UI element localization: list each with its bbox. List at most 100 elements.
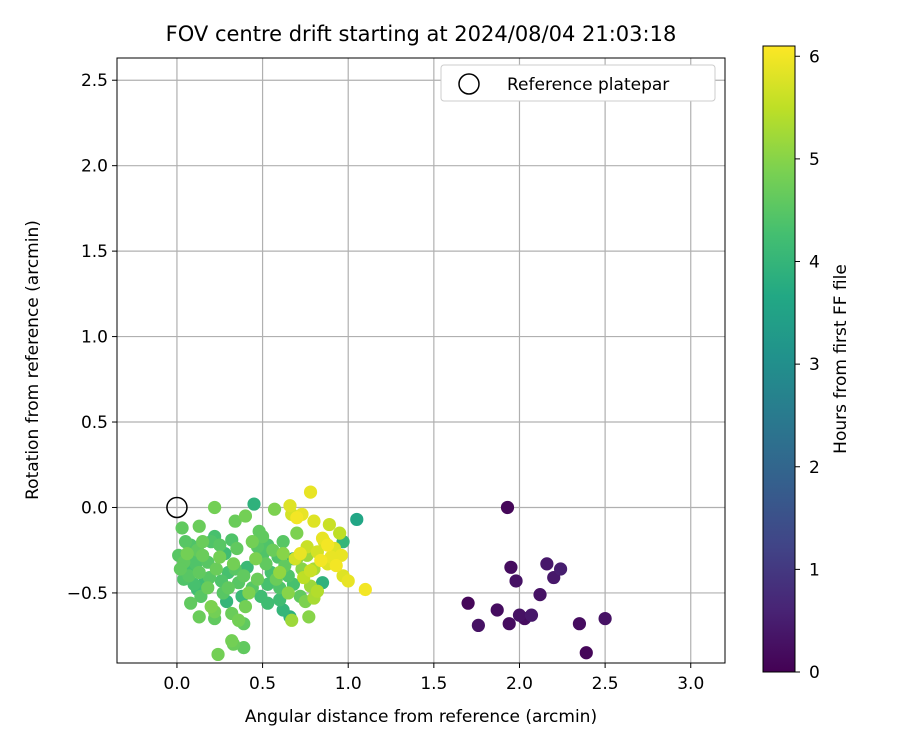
data-point	[184, 596, 198, 610]
legend-box	[440, 64, 716, 102]
data-point	[314, 553, 328, 568]
y-axis-label: Rotation from reference (arcmin)	[23, 220, 43, 500]
data-point	[175, 521, 189, 535]
data-point	[249, 552, 263, 566]
data-point	[290, 511, 304, 525]
data-point	[196, 535, 210, 549]
colorbar-tick-label: 1	[809, 560, 820, 580]
y-tick-label: 0.0	[81, 498, 108, 518]
data-point	[341, 574, 355, 588]
colorbar-tick-label: 3	[809, 355, 820, 375]
y-tick-label: 1.5	[81, 242, 108, 262]
x-axis-label: Angular distance from reference (arcmin)	[245, 707, 597, 727]
data-point	[245, 535, 259, 549]
scatter-points	[172, 485, 612, 662]
data-point	[247, 497, 261, 511]
data-point	[192, 519, 206, 533]
data-point	[213, 550, 227, 564]
x-axis-ticks: 0.0 0.5 1.0 1.5 2.0 2.5 3.0	[163, 663, 704, 694]
y-tick-label: 2.5	[81, 71, 108, 91]
data-point	[209, 562, 223, 576]
x-tick-label: 2.5	[592, 674, 619, 694]
data-point	[242, 586, 256, 600]
data-point	[238, 509, 253, 523]
x-tick-label: 1.5	[420, 674, 447, 694]
data-point	[540, 557, 554, 571]
y-tick-label: 2.0	[81, 157, 108, 177]
data-point	[307, 514, 321, 528]
plot-frame	[116, 57, 726, 664]
colorbar-label: Hours from first FF file	[831, 264, 851, 454]
x-tick-label: 3.0	[677, 674, 704, 694]
data-point	[225, 634, 239, 648]
data-point	[333, 526, 347, 540]
data-point	[230, 541, 244, 556]
colorbar-tick-label: 4	[809, 253, 820, 273]
data-point	[310, 584, 324, 598]
colorbar-ticks: 0 1 2 3 4 5 6	[795, 47, 820, 683]
data-point	[276, 603, 290, 617]
data-point	[533, 588, 547, 602]
data-point	[211, 647, 225, 662]
data-point	[509, 574, 523, 588]
colorbar-tick-label: 5	[809, 150, 820, 170]
data-point	[504, 560, 518, 574]
data-point	[322, 517, 336, 532]
data-point	[259, 557, 273, 571]
data-point	[276, 547, 290, 561]
x-tick-label: 1.0	[335, 674, 362, 694]
data-point	[524, 608, 539, 622]
colorbar-tick-label: 0	[809, 663, 820, 683]
data-point	[238, 600, 253, 614]
data-point	[471, 618, 485, 633]
data-point	[266, 543, 280, 557]
data-point	[290, 526, 304, 540]
data-point	[512, 608, 527, 622]
data-point	[221, 581, 235, 595]
data-point	[281, 586, 295, 600]
data-point	[285, 613, 299, 627]
data-point	[461, 596, 475, 610]
data-point	[192, 610, 206, 624]
data-point	[293, 547, 307, 561]
reference-platepar-marker	[166, 496, 188, 519]
data-point	[350, 512, 364, 527]
data-point	[201, 581, 215, 595]
y-axis-ticks: −0.5 0.0 0.5 1.0 1.5 2.0 2.5	[67, 71, 117, 604]
data-point	[579, 646, 593, 660]
x-tick-label: 0.0	[163, 674, 190, 694]
legend-label: Reference platepar	[507, 75, 669, 95]
y-tick-label: 1.0	[81, 328, 108, 348]
data-point	[303, 485, 318, 499]
data-point	[283, 499, 297, 513]
colorbar-tick-label: 6	[809, 47, 820, 67]
x-tick-label: 2.0	[506, 674, 533, 694]
data-point	[321, 538, 335, 552]
data-point	[329, 558, 343, 573]
data-point	[334, 548, 348, 562]
data-point	[226, 557, 241, 571]
data-point	[273, 565, 287, 580]
colorbar: 0 1 2 3 4 5 6 Hours from first FF file	[762, 45, 851, 683]
data-point	[196, 548, 210, 562]
y-tick-label: −0.5	[67, 584, 108, 604]
data-point	[255, 529, 270, 544]
data-point	[553, 562, 568, 576]
data-point	[267, 502, 282, 516]
data-point	[358, 582, 372, 597]
data-point	[572, 617, 587, 631]
data-point	[178, 535, 193, 549]
chart-title: FOV centre drift starting at 2024/08/04 …	[166, 22, 677, 46]
data-point	[237, 641, 251, 655]
data-point	[213, 538, 227, 552]
data-point	[302, 610, 316, 624]
data-point	[490, 603, 504, 617]
data-point	[502, 617, 516, 631]
data-point	[276, 535, 290, 549]
data-point	[500, 500, 515, 515]
data-point	[303, 564, 318, 578]
data-point	[232, 613, 246, 627]
y-tick-label: 0.5	[81, 413, 108, 433]
data-point	[208, 500, 222, 515]
